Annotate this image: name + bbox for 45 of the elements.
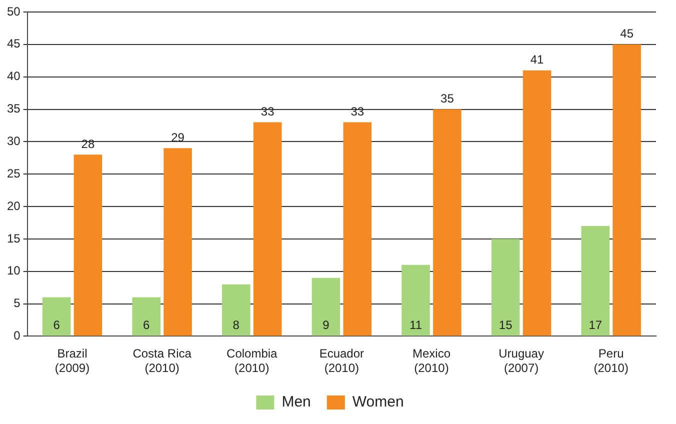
bar bbox=[433, 109, 462, 336]
y-tick-label: 30 bbox=[6, 134, 21, 148]
bar bbox=[132, 297, 160, 336]
x-tick-label: Mexico (2010) bbox=[412, 346, 451, 376]
x-tick-label: Ecuador (2010) bbox=[319, 346, 364, 376]
bar bbox=[253, 122, 282, 336]
data-label: 41 bbox=[530, 52, 544, 67]
data-label: 35 bbox=[440, 92, 454, 106]
x-tick-label: Brazil (2009) bbox=[54, 346, 90, 376]
y-tick-label: 5 bbox=[14, 296, 21, 310]
data-label: 9 bbox=[322, 318, 330, 332]
bar bbox=[581, 226, 610, 336]
legend-label: Women bbox=[352, 394, 404, 411]
x-tick-label: Peru (2010) bbox=[594, 346, 628, 376]
y-tick-label: 35 bbox=[6, 102, 21, 116]
bar bbox=[164, 148, 192, 336]
y-tick-label: 45 bbox=[6, 36, 21, 51]
data-label: 6 bbox=[143, 318, 150, 332]
bar bbox=[522, 70, 552, 336]
data-label: 17 bbox=[588, 318, 602, 332]
data-label: 6 bbox=[53, 318, 60, 332]
bar bbox=[402, 264, 430, 336]
data-label: 29 bbox=[171, 130, 185, 144]
legend-label: Men bbox=[282, 394, 311, 411]
data-label: 15 bbox=[498, 318, 513, 332]
y-tick-label: 0 bbox=[14, 328, 21, 343]
y-tick-label: 10 bbox=[6, 264, 21, 278]
x-tick-label: Costa Rica (2010) bbox=[132, 346, 192, 376]
y-tick-label: 20 bbox=[6, 198, 21, 213]
y-tick-label: 25 bbox=[6, 166, 21, 180]
bar bbox=[74, 154, 102, 336]
bar bbox=[612, 44, 641, 336]
data-label: 8 bbox=[232, 318, 240, 332]
y-tick-label: 50 bbox=[6, 4, 21, 18]
data-label: 11 bbox=[410, 318, 422, 332]
y-tick-label: 15 bbox=[6, 231, 21, 246]
data-label: 45 bbox=[620, 26, 634, 41]
x-tick-label: Colombia (2010) bbox=[226, 346, 278, 376]
x-tick-label: Uruguay (2007) bbox=[498, 346, 544, 376]
bar bbox=[343, 122, 372, 336]
bar bbox=[491, 238, 520, 336]
bar bbox=[222, 284, 250, 336]
bar bbox=[42, 297, 71, 336]
y-tick-label: 40 bbox=[6, 69, 21, 84]
bar bbox=[312, 278, 340, 336]
